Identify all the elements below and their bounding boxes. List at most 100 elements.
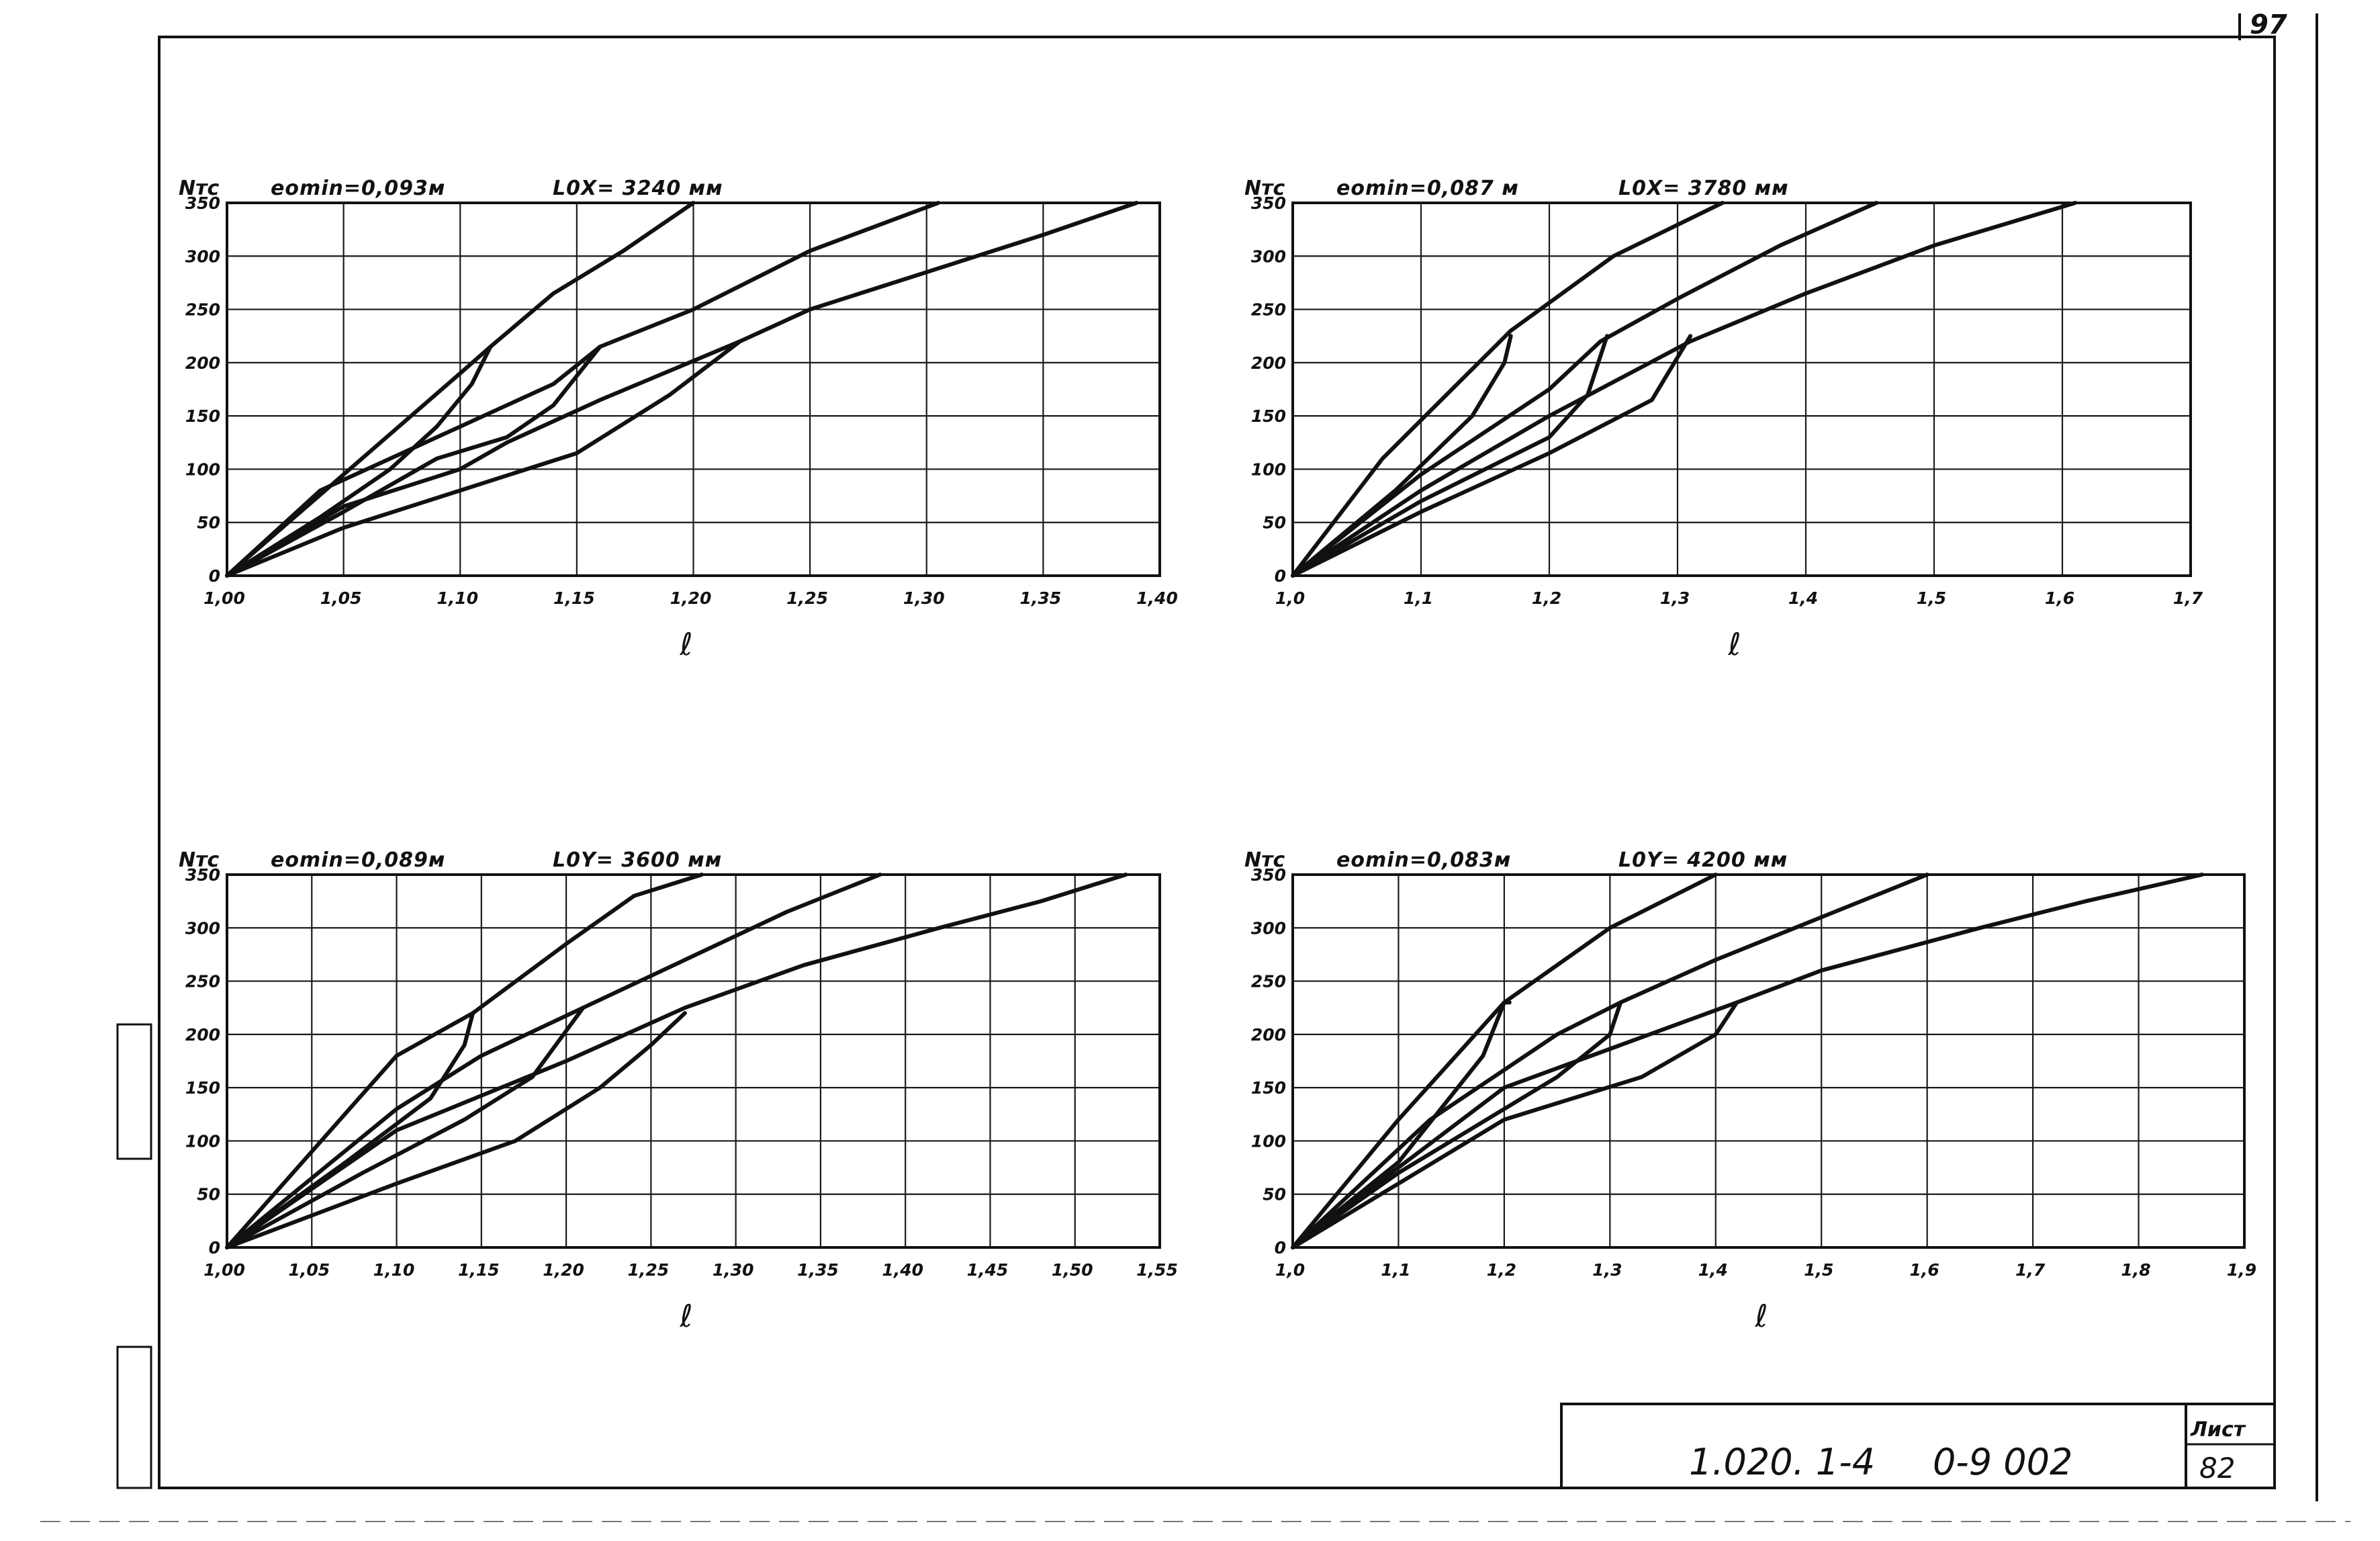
x-tick-label: 1,25 (786, 588, 828, 608)
chart-4: 1,0 1,1 1,2 1,3 1,4 1,5 1,6 1,7 1,8 1,9 0 50 100 150 2… (1244, 848, 2256, 1334)
y-tick-label: 350 (185, 865, 220, 885)
binding-mark-2 (116, 1346, 152, 1489)
x-tick-label: 1,2 (1532, 588, 1561, 608)
series-line-6 (225, 1011, 687, 1249)
series-line-4 (1291, 1000, 1512, 1249)
y-tick-label: 150 (185, 1078, 220, 1098)
x-tick-label: 1,20 (543, 1260, 584, 1280)
x-tick-label: 1,15 (553, 588, 595, 608)
y-tick-label: 100 (1251, 459, 1286, 479)
y-tick-label: 100 (1251, 1131, 1286, 1151)
list-label: Лист (2190, 1418, 2246, 1442)
x-tick-label: 1,45 (967, 1260, 1009, 1280)
x-tick-label: 1,9 (2227, 1260, 2256, 1280)
header-length: L0X= 3240 мм (553, 177, 723, 200)
series-line-2 (225, 201, 941, 578)
series-line-5 (225, 1006, 586, 1249)
y-tick-label: 200 (1251, 353, 1286, 373)
series-line-3 (1291, 201, 2078, 578)
series-line-4 (1291, 334, 1513, 578)
series-line-5 (1291, 1000, 1623, 1249)
header-eccentricity: eomin=0,083м (1336, 848, 1511, 872)
x-tick-label: 1,25 (628, 1260, 670, 1280)
x-tick-label: 1,05 (288, 1260, 330, 1280)
y-tick-label: 250 (1251, 300, 1286, 320)
series-line-2 (1291, 201, 1879, 578)
x-tick-label: 1,1 (1404, 588, 1433, 608)
sheet-frame (158, 36, 2276, 1489)
y-tick-label: 250 (1251, 972, 1286, 992)
series-line-4 (225, 1011, 475, 1249)
y-tick-label: 200 (185, 353, 220, 373)
y-tick-label: 300 (1251, 918, 1286, 938)
x-tick-label: 1,35 (1020, 588, 1062, 608)
y-tick-label: 50 (1263, 1185, 1286, 1204)
series-line-6 (1291, 334, 1693, 578)
x-tick-label: 1,55 (1136, 1260, 1178, 1280)
series-line-5 (225, 339, 742, 578)
y-tick-label: 350 (1251, 865, 1286, 885)
y-tick-label: 200 (185, 1025, 220, 1045)
x-tick-label: 1,40 (882, 1260, 923, 1280)
document-code: 1.020. 1-4 0-9 002 (1689, 1441, 2072, 1483)
series-line-3 (1291, 873, 2204, 1249)
x-tick-label: 1,40 (1136, 588, 1178, 608)
y-tick-label: 150 (185, 406, 220, 426)
series-line-5 (1291, 334, 1609, 578)
x-tick-label: 1,0 (1275, 588, 1305, 608)
x-tick-label: 1,7 (2173, 588, 2203, 608)
chart-3: 1,00 1,05 1,10 1,15 1,20 1,25 1,30 1,35 1,40 1,45… (179, 848, 1178, 1334)
header-length: L0Y= 4200 мм (1618, 848, 1788, 872)
x-axis-label: ℓ (1755, 1298, 1768, 1334)
x-tick-label: 1,30 (903, 588, 945, 608)
x-tick-label: 1,20 (670, 588, 712, 608)
x-tick-label: 1,7 (2015, 1260, 2046, 1280)
series-line-1 (225, 873, 704, 1249)
x-tick-label: 1,4 (1698, 1260, 1728, 1280)
x-tick-label: 1,15 (458, 1260, 500, 1280)
y-tick-label: 0 (1275, 1238, 1286, 1258)
y-tick-label: 350 (185, 193, 220, 213)
x-axis-label: ℓ (680, 1298, 693, 1334)
x-tick-label: 1,50 (1052, 1260, 1093, 1280)
series-line-1 (1291, 201, 1725, 578)
header-length: L0Y= 3600 мм (553, 848, 722, 872)
series-line-6 (1291, 1000, 1739, 1249)
x-tick-label: 1,1 (1381, 1260, 1410, 1280)
x-tick-label: 1,00 (203, 1260, 245, 1280)
header-eccentricity: eomin=0,089м (271, 848, 445, 872)
y-tick-label: 300 (185, 247, 220, 266)
y-axis-label: Nтс (1244, 177, 1285, 200)
y-tick-label: 300 (1251, 247, 1286, 266)
header-eccentricity: eomin=0,093м (271, 177, 445, 200)
y-axis-label: Nтс (179, 848, 219, 872)
x-tick-label: 1,8 (2121, 1260, 2150, 1280)
x-tick-label: 1,35 (797, 1260, 839, 1280)
list-number: 82 (2199, 1452, 2235, 1485)
y-tick-label: 300 (185, 918, 220, 938)
x-tick-label: 1,5 (1804, 1260, 1833, 1280)
y-tick-label: 0 (209, 566, 220, 586)
y-tick-label: 250 (185, 972, 220, 992)
series-line-6 (225, 345, 493, 578)
y-tick-label: 150 (1251, 1078, 1286, 1098)
x-tick-label: 1,4 (1788, 588, 1818, 608)
header-eccentricity: eomin=0,087 м (1336, 177, 1519, 200)
plot-area (1291, 202, 2192, 577)
x-tick-label: 1,0 (1275, 1260, 1305, 1280)
y-tick-label: 50 (197, 513, 220, 533)
chart-1: 1,00 1,05 1,10 1,15 1,20 1,25 1,30 1,35 1,40 0 50 1… (179, 177, 1178, 662)
x-tick-label: 1,00 (203, 588, 245, 608)
x-tick-label: 1,3 (1592, 1260, 1622, 1280)
series-line-3 (225, 201, 1139, 578)
x-tick-label: 1,2 (1487, 1260, 1516, 1280)
y-tick-label: 350 (1251, 193, 1286, 213)
y-axis-label: Nтс (1244, 848, 1285, 872)
chart-2: 1,0 1,1 1,2 1,3 1,4 1,5 1,6 1,7 0 50 100 150 200 250 3… (1244, 177, 2203, 662)
binding-mark-1 (116, 1023, 152, 1160)
y-tick-label: 200 (1251, 1025, 1286, 1045)
series-line-4 (225, 345, 602, 578)
x-axis-label: ℓ (1728, 626, 1741, 662)
plot-area (1291, 873, 2246, 1249)
